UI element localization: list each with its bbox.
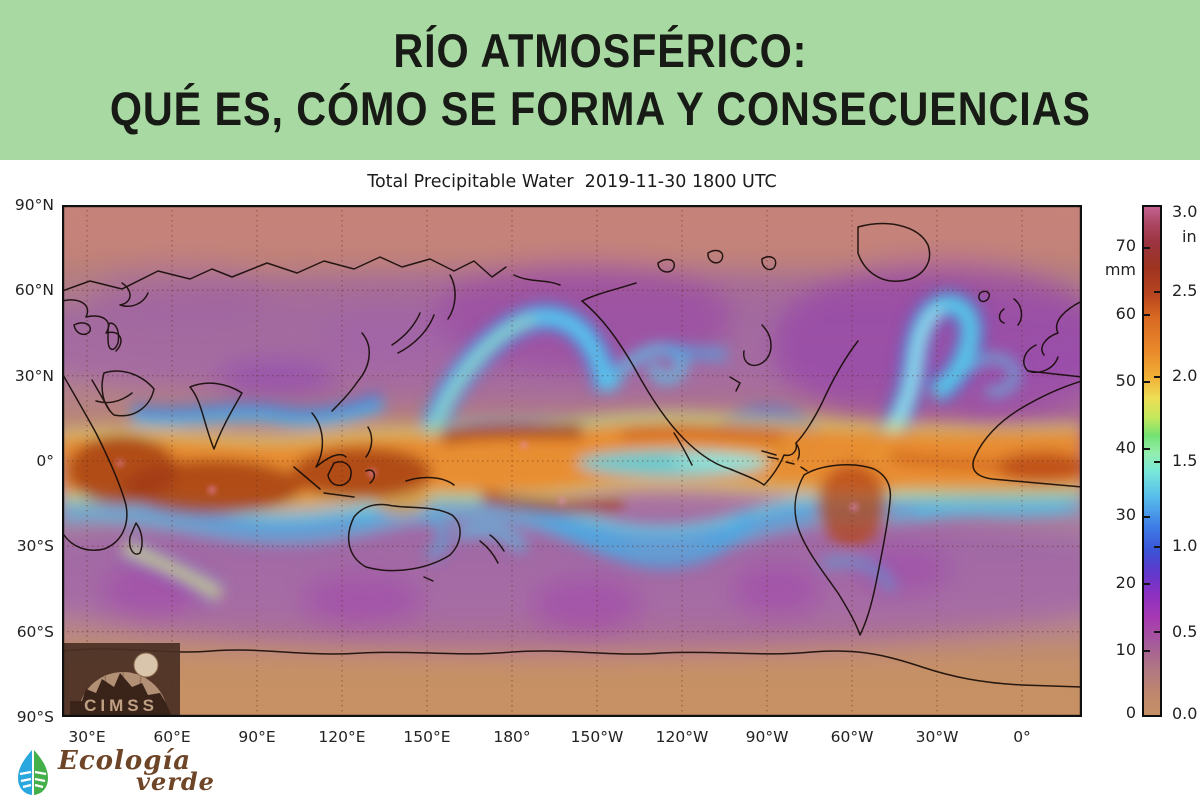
colorbar-tick [1154,291,1160,293]
x-tick-60e: 60°E [153,728,191,746]
cb-mm-30: 30 [1115,505,1136,524]
cb-in-unit: in [1182,227,1197,246]
map-border [61,204,1083,718]
x-tick-0: 0° [1013,728,1031,746]
grid-lines [62,205,1082,717]
cb-in-25: 2.5 [1172,281,1198,300]
colorbar-tick [1154,376,1160,378]
ecologia-verde-wordmark: Ecología verde [58,748,215,794]
colorbar-tick [1144,516,1150,518]
cb-mm-10: 10 [1115,640,1136,659]
colorbar-tick [1144,448,1150,450]
colorbar-tick [1144,247,1150,249]
colorbar-tick [1144,650,1150,652]
cb-in-30: 3.0 [1172,202,1198,221]
cb-mm-unit: mm [1104,260,1136,279]
logo-text-ecologia: Ecología [58,746,192,776]
logo-text-verde: verde [136,767,215,796]
cb-mm-20: 20 [1115,573,1136,592]
cimss-logo: CIMSS [62,643,180,718]
x-tick-180: 180° [493,728,531,746]
x-tick-90w: 90°W [745,728,789,746]
ecologia-verde-logo: Ecología verde [16,748,215,800]
cb-in-15: 1.5 [1172,451,1198,470]
y-tick-30n: 30°N [14,367,54,385]
colorbar [1142,205,1162,717]
y-tick-90s: 90°S [16,708,54,726]
tpw-map: CIMSS [0,195,1152,730]
colorbar-tick [1144,583,1150,585]
tpw-map-svg: CIMSS [0,195,1152,730]
x-tick-120w: 120°W [655,728,709,746]
cb-mm-50: 50 [1115,371,1136,390]
ecologia-verde-leaf-icon [18,750,48,795]
cb-in-00: 0.0 [1172,704,1198,723]
cb-mm-60: 60 [1115,304,1136,323]
colorbar-tick [1154,461,1160,463]
cb-in-20: 2.0 [1172,366,1198,385]
title-banner: RÍO ATMOSFÉRICO: QUÉ ES, CÓMO SE FORMA Y… [0,0,1200,160]
x-tick-60w: 60°W [830,728,874,746]
y-tick-30s: 30°S [16,537,54,555]
cb-mm-0: 0 [1125,703,1136,722]
y-tick-0: 0° [36,452,54,470]
title-banner-text: RÍO ATMOSFÉRICO: QUÉ ES, CÓMO SE FORMA Y… [110,22,1091,138]
x-tick-30w: 30°W [915,728,959,746]
banner-line-1: RÍO ATMOSFÉRICO: [393,24,807,77]
y-tick-60n: 60°N [14,281,54,299]
banner-line-2: QUÉ ES, CÓMO SE FORMA Y CONSECUENCIAS [109,82,1091,135]
x-tick-120e: 120°E [318,728,366,746]
y-tick-60s: 60°S [16,623,54,641]
x-tick-90e: 90°E [238,728,276,746]
cimss-label: CIMSS [84,696,158,715]
tpw-field [59,289,1087,603]
cb-mm-40: 40 [1115,438,1136,457]
chart-title: Total Precipitable Water 2019-11-30 1800… [367,172,777,192]
colorbar-tick [1154,546,1160,548]
x-tick-150w: 150°W [570,728,624,746]
continent-outlines [61,222,1083,688]
colorbar-tick [1144,381,1150,383]
colorbar-tick [1154,631,1160,633]
cb-mm-70: 70 [1115,236,1136,255]
cb-in-05: 0.5 [1172,622,1198,641]
x-tick-150e: 150°E [403,728,451,746]
x-tick-30e: 30°E [68,728,106,746]
colorbar-tick [1144,314,1150,316]
cb-in-10: 1.0 [1172,536,1198,555]
y-tick-90n: 90°N [14,196,54,214]
